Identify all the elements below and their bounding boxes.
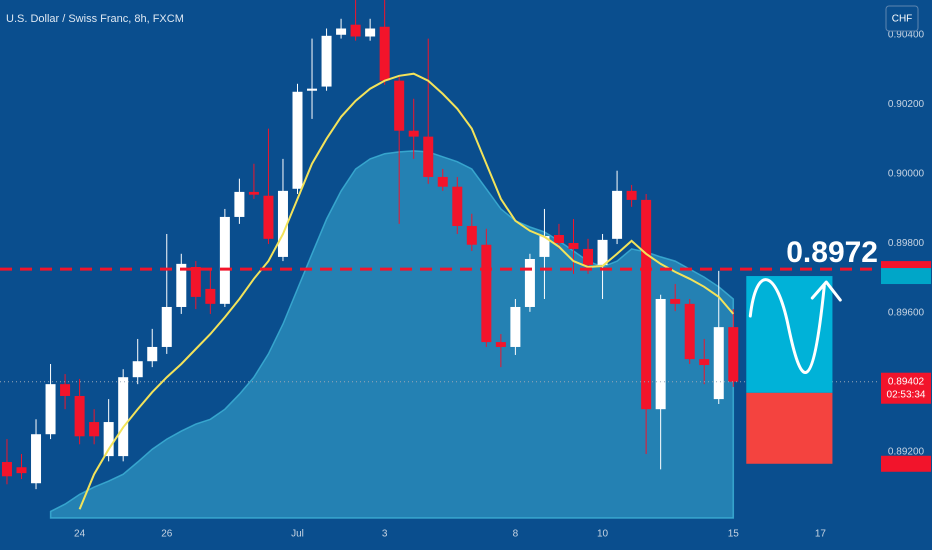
candle-body [248, 191, 259, 195]
candle-body [190, 266, 201, 297]
current-price-label: 0.89402 [888, 376, 925, 387]
candle-body [321, 35, 332, 87]
candle-body [219, 216, 230, 304]
candle-body [670, 298, 681, 304]
currency-label[interactable]: CHF [892, 14, 913, 25]
candle-body [568, 243, 579, 249]
candle-body [205, 288, 216, 304]
candle-body [510, 306, 521, 347]
candle-body [481, 244, 492, 343]
y-tick-label: 0.90000 [888, 168, 925, 179]
price-label-box [881, 455, 931, 472]
candle-body [147, 346, 158, 362]
x-tick-label: 8 [513, 529, 519, 540]
y-tick-label: 0.89200 [888, 447, 925, 458]
x-tick-label: 17 [815, 529, 827, 540]
x-tick-label: 26 [161, 529, 173, 540]
candle-body [176, 263, 187, 307]
candle-body [466, 225, 477, 245]
candle-body [452, 186, 463, 226]
x-tick-label: 10 [597, 529, 609, 540]
y-tick-label: 0.89600 [888, 308, 925, 319]
candle-body [307, 88, 318, 91]
y-tick-label: 0.89800 [888, 238, 925, 249]
plot-area [0, 0, 880, 519]
candle-body [350, 24, 361, 37]
candle-body [597, 239, 608, 265]
candle-body [553, 235, 564, 244]
candle-body [641, 199, 652, 410]
candle-body [437, 176, 448, 187]
candle-body [132, 361, 143, 378]
candle-body [263, 195, 274, 239]
candle-body [89, 422, 100, 437]
currency-button[interactable] [885, 5, 919, 32]
x-tick-label: Jul [291, 529, 304, 540]
candle-body [16, 467, 27, 474]
candle-body [684, 303, 695, 360]
projection-curve [748, 278, 826, 375]
candle-body [394, 80, 405, 131]
x-tick-label: 3 [382, 529, 388, 540]
countdown: 02:53:34 [887, 389, 926, 400]
candle-body [423, 136, 434, 177]
y-tick-label: 0.90400 [888, 29, 925, 40]
candle-body [103, 422, 114, 457]
candle-body [495, 342, 506, 347]
candle-body [234, 191, 245, 217]
candle-body [655, 298, 666, 410]
candle-body [60, 384, 71, 396]
target-text: 0.8972 [786, 236, 878, 269]
current-price-box [881, 372, 931, 404]
candle-body [408, 130, 419, 137]
candle-body [524, 259, 535, 307]
candle-body [713, 327, 724, 400]
x-tick-label: 15 [728, 529, 740, 540]
candle-body [161, 306, 172, 347]
projection-stop [746, 392, 833, 464]
candle-body [612, 190, 623, 239]
candle-body [45, 384, 56, 435]
candle-body [74, 395, 85, 437]
candle-body [118, 377, 129, 457]
chart-title: U.S. Dollar / Swiss Franc, 8h, FXCM [6, 13, 184, 25]
candle-body [583, 248, 594, 265]
candle-body [31, 434, 42, 484]
candle-body [539, 236, 550, 257]
price-label-box [881, 268, 931, 285]
candle-body [365, 28, 376, 37]
candle-body [336, 28, 347, 35]
candle-body [379, 26, 390, 81]
candle-body [277, 190, 288, 257]
candle-body [728, 327, 739, 382]
moving-average [78, 72, 735, 510]
candle-body [699, 359, 710, 366]
y-tick-label: 0.90200 [888, 99, 925, 110]
candle-body [626, 190, 637, 200]
candle-body [1, 462, 12, 477]
candle-body [292, 91, 303, 189]
x-tick-label: 24 [74, 529, 86, 540]
projection-arrowhead [810, 280, 842, 302]
